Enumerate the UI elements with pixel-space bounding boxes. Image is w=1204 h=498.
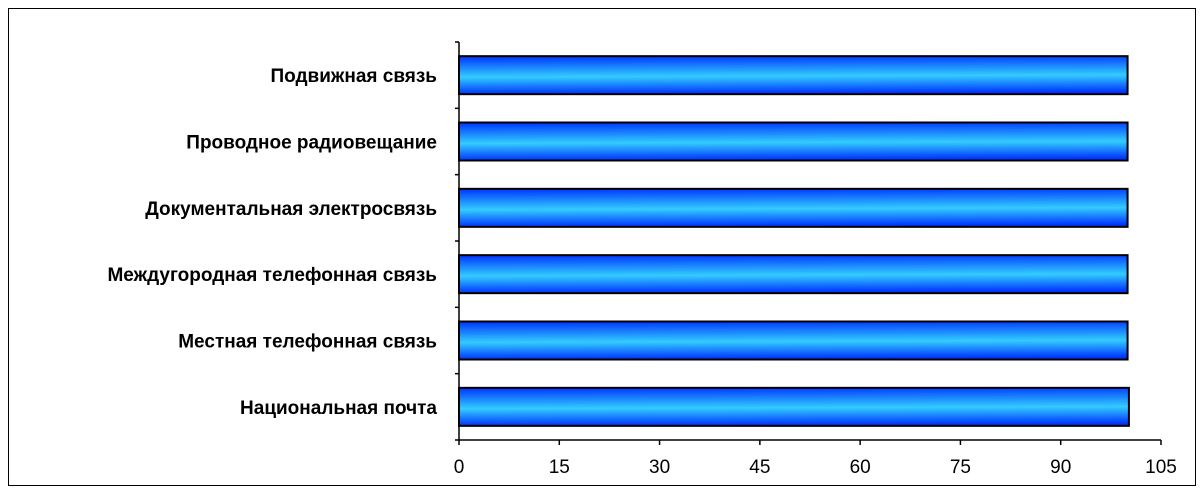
bar xyxy=(458,386,1130,427)
x-tick-label: 45 xyxy=(749,457,770,478)
x-tick-label: 105 xyxy=(1145,457,1177,478)
labels-layer: Подвижная связь Проводное радиовещание Док… xyxy=(107,66,1176,478)
category-label: Местная телефонная связь xyxy=(178,332,437,353)
axes-layer xyxy=(455,41,1162,445)
category-label: Междугородная телефонная связь xyxy=(107,265,437,286)
bar xyxy=(458,121,1129,162)
x-tick-label: 15 xyxy=(549,457,570,478)
bar xyxy=(458,254,1129,295)
x-tick-label: 60 xyxy=(850,457,871,478)
category-label: Национальная почта xyxy=(240,398,437,419)
category-label: Подвижная связь xyxy=(270,66,437,87)
x-tick-label: 30 xyxy=(649,457,670,478)
x-tick-label: 0 xyxy=(454,457,465,478)
bars-layer xyxy=(458,55,1130,427)
bar xyxy=(458,187,1129,228)
x-tick-label: 90 xyxy=(1050,457,1071,478)
category-label: Проводное радиовещание xyxy=(186,133,437,154)
category-label: Документальная электросвязь xyxy=(145,199,437,220)
bar xyxy=(458,55,1129,96)
x-tick-label: 75 xyxy=(950,457,971,478)
bar xyxy=(458,320,1129,361)
